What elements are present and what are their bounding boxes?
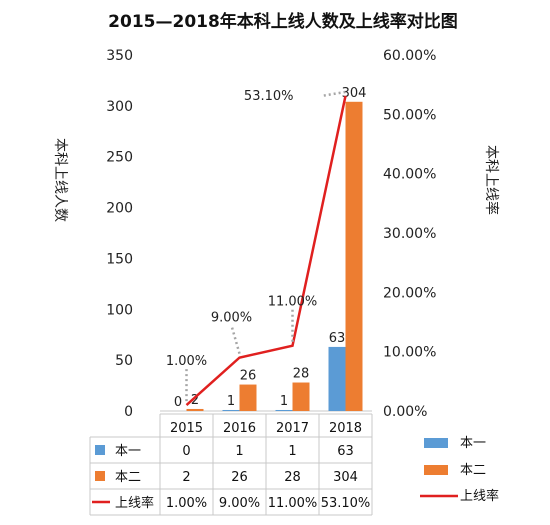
- table-cell: 53.10%: [321, 496, 371, 511]
- y2-tick-label: 30.00%: [383, 226, 436, 242]
- y2-axis-label: 本科上线率: [483, 145, 500, 215]
- pass-rate-line: [185, 95, 347, 406]
- table-series-name: 上线率: [115, 495, 154, 511]
- legend-key: [424, 465, 448, 475]
- table-cell: 1: [288, 444, 296, 459]
- bar-tier1-2016: [222, 409, 240, 411]
- bar-tier1-2017: [275, 409, 293, 411]
- leader-line: [321, 90, 346, 98]
- legend-label: 本二: [460, 463, 486, 478]
- chart-title: 2015—2018年本科上线人数及上线率对比图: [108, 11, 458, 32]
- table-cell: 11.00%: [268, 496, 318, 511]
- y2-tick-label: 0.00%: [383, 404, 427, 420]
- x-tick-label: 2016: [223, 421, 256, 436]
- table-cell: 28: [284, 470, 301, 485]
- table-series-name: 本二: [115, 470, 141, 485]
- table-cell: 63: [337, 444, 354, 459]
- y-tick-label: 100: [106, 302, 133, 318]
- y-tick-label: 0: [124, 404, 133, 420]
- y2-tick-label: 20.00%: [383, 285, 436, 301]
- bar-tier2-2015: [186, 408, 204, 411]
- legend-key: [424, 438, 448, 448]
- table-cell: 26: [231, 470, 248, 485]
- bar-tier2-2017: [292, 382, 310, 411]
- table-series-key: [95, 471, 105, 481]
- table-cell: 0: [182, 444, 190, 459]
- bar-tier2-2018: [345, 101, 363, 411]
- y-axis-label: 本科上线人数: [52, 138, 68, 222]
- bar-value-label: 1: [280, 394, 288, 409]
- table-cell: 9.00%: [219, 496, 260, 511]
- y2-axis-ticks: 0.00% 10.00% 20.00% 30.00% 40.00% 50.00% 60.00…: [383, 48, 436, 420]
- y2-tick-label: 10.00%: [383, 345, 436, 361]
- y2-tick-label: 50.00%: [383, 107, 436, 123]
- table-series-name: 本一: [115, 444, 141, 459]
- table-cell: 1.00%: [166, 496, 207, 511]
- table-cell: 2: [182, 470, 190, 485]
- y-tick-label: 150: [106, 251, 133, 267]
- table-cell: 304: [333, 470, 358, 485]
- table-series-key: [95, 445, 105, 455]
- rate-label: 1.00%: [166, 354, 207, 369]
- bar-value-label: 63: [329, 331, 346, 346]
- y-axis-ticks: 0 50 100 150 200 250 300 350: [106, 48, 133, 420]
- bar-tier2-2016: [239, 384, 257, 411]
- legend-label: 本一: [460, 436, 486, 451]
- y2-tick-label: 40.00%: [383, 167, 436, 183]
- y2-tick-label: 60.00%: [383, 48, 436, 64]
- bar-value-label: 0: [174, 395, 182, 410]
- y-tick-label: 350: [106, 48, 133, 64]
- table-cell: 1: [235, 444, 243, 459]
- bar-value-label: 304: [342, 86, 367, 101]
- bar-value-label: 1: [227, 394, 235, 409]
- y-tick-label: 300: [106, 99, 133, 115]
- y-tick-label: 250: [106, 150, 133, 166]
- y-tick-label: 50: [115, 353, 133, 369]
- plot-area: 0 2 1 26 1 28 63 304 1.00% 9.00% 11.00% 53.10%: [160, 86, 372, 412]
- leader-line: [230, 325, 241, 354]
- rate-label: 11.00%: [268, 295, 318, 310]
- bar-tier1-2018: [328, 346, 346, 411]
- x-tick-label: 2015: [170, 421, 203, 436]
- data-table: 2015 2016 2017 2018 本一 0 1 1 63 本二 2 26 28 304 上线率 1.00…: [89, 413, 373, 516]
- bar-value-label: 2: [191, 393, 199, 408]
- rate-label: 9.00%: [211, 311, 252, 326]
- legend-label: 上线率: [460, 488, 499, 504]
- rate-label: 53.10%: [244, 89, 294, 104]
- x-tick-label: 2017: [276, 421, 309, 436]
- x-tick-label: 2018: [329, 421, 362, 436]
- y-tick-label: 200: [106, 201, 133, 217]
- bar-value-label: 28: [293, 367, 310, 382]
- bar-value-label: 26: [240, 369, 257, 384]
